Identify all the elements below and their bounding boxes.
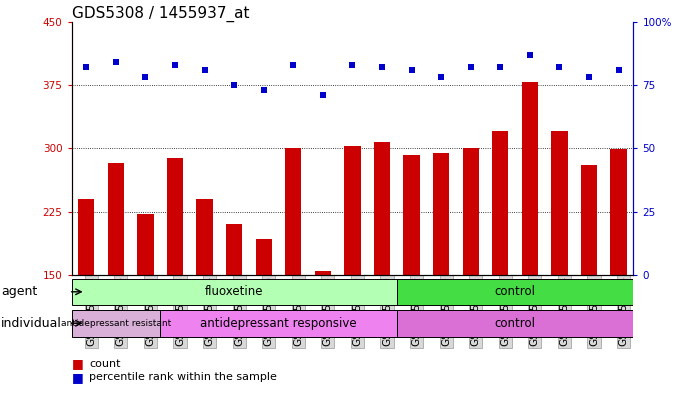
Bar — [285, 148, 302, 393]
Bar — [160, 310, 397, 336]
Bar — [492, 131, 509, 393]
Bar — [72, 279, 397, 305]
Text: ■: ■ — [72, 357, 83, 370]
Bar — [72, 310, 160, 336]
Bar — [138, 214, 153, 393]
Bar — [108, 163, 124, 393]
Text: count: count — [89, 358, 121, 369]
Text: control: control — [494, 317, 535, 330]
Bar — [433, 152, 449, 393]
Bar — [581, 165, 597, 393]
Bar — [78, 199, 95, 393]
Bar — [397, 310, 633, 336]
Text: antidepressant resistant: antidepressant resistant — [61, 319, 171, 328]
Text: fluoxetine: fluoxetine — [205, 285, 264, 298]
Text: control: control — [494, 285, 535, 298]
Text: ■: ■ — [72, 371, 83, 384]
Text: agent: agent — [1, 285, 37, 298]
Text: individual: individual — [1, 316, 62, 330]
Text: percentile rank within the sample: percentile rank within the sample — [89, 372, 277, 382]
Bar — [522, 83, 538, 393]
Bar — [315, 271, 331, 393]
Bar — [610, 149, 627, 393]
Bar — [255, 239, 272, 393]
Bar — [397, 279, 633, 305]
Bar — [552, 131, 567, 393]
Bar — [345, 146, 360, 393]
Bar — [462, 148, 479, 393]
Bar — [196, 199, 212, 393]
Bar — [403, 155, 419, 393]
Bar — [226, 224, 242, 393]
Bar — [374, 141, 390, 393]
Text: GDS5308 / 1455937_at: GDS5308 / 1455937_at — [72, 6, 249, 22]
Bar — [167, 158, 183, 393]
Text: antidepressant responsive: antidepressant responsive — [200, 317, 357, 330]
